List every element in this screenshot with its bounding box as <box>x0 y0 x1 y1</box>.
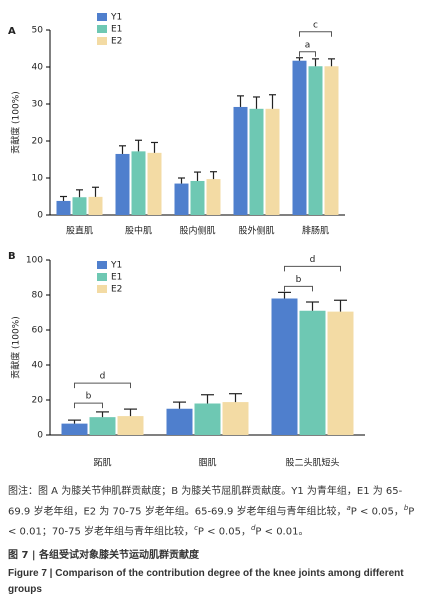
significance-bracket <box>284 265 341 272</box>
significance-bracket <box>74 382 131 389</box>
bar <box>308 66 323 215</box>
bar <box>88 196 103 215</box>
y-axis-label: 贡献度 (100%) <box>10 91 22 154</box>
bar <box>292 60 307 216</box>
x-tick-label: 跖肌 <box>93 458 111 469</box>
note-text: 图注：图 A 为膝关节伸肌群贡献度；B 为膝关节屈肌群贡献度。Y1 为青年组，E… <box>8 486 403 518</box>
x-tick-label: 腘肌 <box>198 458 216 469</box>
y-tick-label: 30 <box>32 100 44 110</box>
legend-swatch <box>97 13 107 21</box>
bar <box>117 416 144 435</box>
x-tick-label: 股内侧肌 <box>179 225 215 237</box>
y-tick-label: 20 <box>32 137 44 147</box>
bar <box>115 153 130 215</box>
note-text: P < 0.05， <box>197 526 251 538</box>
superscript: b <box>403 504 409 512</box>
bar <box>206 179 221 215</box>
y-tick-label: 100 <box>26 256 43 266</box>
bar <box>324 66 339 215</box>
note-text: P < 0.05， <box>350 506 404 518</box>
significance-bracket <box>299 51 316 57</box>
caption-title-cn: 图 7 | 各组受试对象膝关节运动肌群贡献度 <box>8 550 200 561</box>
y-tick-label: 60 <box>32 326 44 336</box>
legend-swatch <box>97 273 107 281</box>
bar <box>327 311 354 435</box>
significance-label: b <box>296 275 302 285</box>
significance-label: d <box>310 255 316 265</box>
y-tick-label: 10 <box>32 174 44 184</box>
panel-label: B <box>8 251 16 262</box>
x-tick-label: 股二头肌短头 <box>285 457 339 469</box>
significance-bracket <box>284 285 313 292</box>
x-tick-label: 股中肌 <box>125 225 152 237</box>
bar <box>190 180 205 215</box>
significance-label: c <box>313 20 318 30</box>
significance-bracket <box>299 31 332 37</box>
y-tick-label: 40 <box>32 63 44 73</box>
x-tick-label: 股外侧肌 <box>238 225 274 237</box>
note-text: P < 0.01。 <box>255 526 309 538</box>
bar <box>222 402 249 435</box>
legend-label: E1 <box>111 273 122 283</box>
y-tick-label: 50 <box>32 26 44 36</box>
bar <box>72 197 87 215</box>
y-tick-label: 0 <box>37 211 43 221</box>
y-tick-label: 80 <box>32 291 44 301</box>
caption-note: 图注：图 A 为膝关节伸肌群贡献度；B 为膝关节屈肌群贡献度。Y1 为青年组，E… <box>8 484 422 541</box>
bar <box>249 108 264 215</box>
superscript: c <box>194 524 198 533</box>
caption-title-en: Figure 7 | Comparison of the contributio… <box>8 568 404 595</box>
legend-label: E2 <box>111 37 122 47</box>
bar <box>265 108 280 215</box>
bar <box>61 423 88 435</box>
legend-label: E2 <box>111 285 122 295</box>
bar <box>89 417 116 435</box>
significance-bracket <box>74 402 103 409</box>
panel-label: A <box>8 26 16 37</box>
y-tick-label: 40 <box>32 361 44 371</box>
legend-swatch <box>97 285 107 293</box>
x-tick-label: 股直肌 <box>66 225 93 237</box>
legend-label: Y1 <box>110 261 122 271</box>
legend-swatch <box>97 261 107 269</box>
legend-swatch <box>97 37 107 45</box>
y-tick-label: 20 <box>32 396 44 406</box>
significance-label: b <box>86 392 92 402</box>
superscript: d <box>250 524 256 533</box>
bar <box>299 310 326 435</box>
figure: A 贡献度 (100%) 0 10 20 30 40 50 股直肌 股中肌 股内侧肌 股外侧肌 腓肠肌 Y… <box>8 13 365 469</box>
y-tick-label: 0 <box>37 431 43 441</box>
note-text: P < 0.01；70-75 岁老年组与青年组比较， <box>8 506 415 538</box>
bar <box>271 298 298 435</box>
x-tick-label: 腓肠肌 <box>302 225 329 237</box>
y-axis-label: 贡献度 (100%) <box>10 316 22 379</box>
bar <box>233 106 248 215</box>
legend-label: Y1 <box>110 13 122 23</box>
significance-label: a <box>305 40 311 50</box>
bar <box>147 152 162 215</box>
superscript: a <box>346 504 351 512</box>
bar <box>166 408 193 435</box>
significance-label: d <box>100 372 106 382</box>
bar <box>56 200 71 215</box>
bar <box>131 151 146 215</box>
bar <box>194 403 221 435</box>
legend-swatch <box>97 25 107 33</box>
bar <box>174 183 189 215</box>
legend-label: E1 <box>111 25 122 35</box>
